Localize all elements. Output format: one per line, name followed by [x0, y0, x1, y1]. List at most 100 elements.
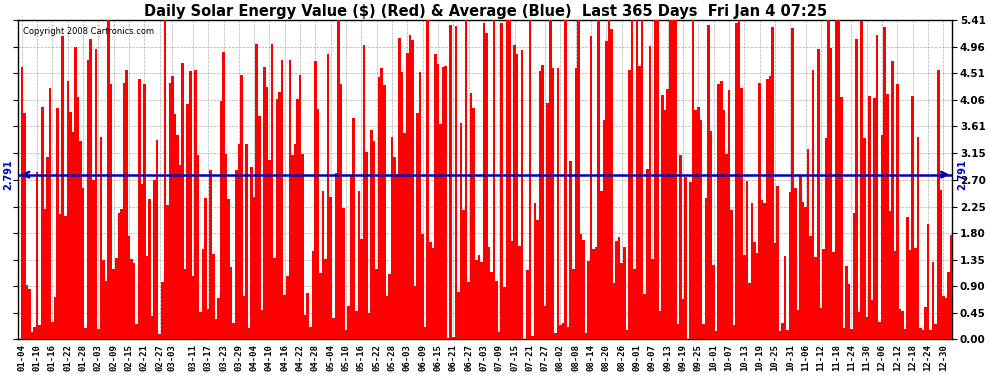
Bar — [907, 217, 909, 339]
Bar — [228, 199, 230, 339]
Bar — [391, 137, 393, 339]
Bar — [250, 166, 252, 339]
Bar — [904, 329, 907, 339]
Bar — [235, 170, 238, 339]
Bar — [595, 247, 598, 339]
Bar — [414, 286, 416, 339]
Bar — [485, 33, 488, 339]
Bar — [171, 76, 173, 339]
Bar — [648, 46, 651, 339]
Bar — [184, 269, 186, 339]
Bar — [69, 112, 71, 339]
Bar — [539, 71, 542, 339]
Bar — [546, 104, 549, 339]
Bar — [115, 258, 118, 339]
Bar — [641, 20, 644, 339]
Bar — [574, 68, 577, 339]
Bar — [168, 83, 171, 339]
Bar — [367, 313, 370, 339]
Bar — [610, 29, 613, 339]
Bar — [179, 165, 181, 339]
Bar — [406, 53, 409, 339]
Bar — [590, 36, 592, 339]
Bar — [784, 256, 786, 339]
Bar — [679, 154, 682, 339]
Bar — [44, 209, 47, 339]
Bar — [202, 249, 204, 339]
Bar — [723, 110, 725, 339]
Bar — [820, 308, 822, 339]
Bar — [220, 101, 222, 339]
Bar — [51, 322, 53, 339]
Bar — [445, 66, 446, 339]
Bar — [634, 269, 636, 339]
Bar — [345, 330, 347, 339]
Bar — [628, 70, 631, 339]
Bar — [949, 235, 952, 339]
Bar — [835, 20, 838, 339]
Bar — [186, 104, 189, 339]
Bar — [265, 87, 268, 339]
Bar — [804, 207, 807, 339]
Bar — [153, 180, 155, 339]
Bar — [750, 203, 753, 339]
Bar — [715, 331, 718, 339]
Bar — [330, 196, 332, 339]
Bar — [925, 307, 927, 339]
Bar — [817, 49, 820, 339]
Bar — [710, 131, 713, 339]
Bar — [166, 205, 168, 339]
Bar — [362, 45, 365, 339]
Bar — [542, 65, 544, 339]
Bar — [230, 267, 233, 339]
Bar — [684, 177, 687, 339]
Bar — [210, 170, 212, 339]
Bar — [786, 330, 789, 339]
Bar — [700, 120, 702, 339]
Bar — [847, 284, 850, 339]
Bar — [564, 20, 567, 339]
Bar — [621, 262, 623, 339]
Bar — [855, 39, 858, 339]
Bar — [554, 333, 556, 339]
Bar — [429, 242, 432, 339]
Bar — [21, 67, 23, 339]
Bar — [270, 44, 273, 339]
Bar — [79, 141, 82, 339]
Bar — [434, 54, 437, 339]
Bar — [260, 310, 263, 339]
Bar — [761, 200, 763, 339]
Bar — [39, 325, 41, 339]
Bar — [651, 259, 653, 339]
Bar — [600, 190, 603, 339]
Bar — [674, 20, 676, 339]
Bar — [682, 299, 684, 339]
Bar — [301, 154, 304, 339]
Bar — [886, 94, 888, 339]
Bar — [123, 83, 125, 339]
Bar — [340, 84, 343, 339]
Bar — [671, 20, 674, 339]
Bar — [338, 20, 340, 339]
Bar — [34, 327, 36, 339]
Bar — [327, 54, 330, 339]
Bar — [914, 248, 917, 339]
Bar — [771, 27, 773, 339]
Bar — [163, 20, 166, 339]
Bar — [881, 135, 883, 339]
Bar — [516, 54, 519, 339]
Bar — [102, 261, 105, 339]
Bar — [919, 328, 922, 339]
Bar — [49, 88, 51, 339]
Bar — [537, 220, 539, 339]
Bar — [357, 191, 360, 339]
Bar — [217, 298, 220, 339]
Bar — [194, 70, 197, 339]
Bar — [707, 26, 710, 339]
Bar — [577, 20, 579, 339]
Bar — [666, 88, 669, 339]
Bar — [192, 276, 194, 339]
Bar — [452, 336, 454, 339]
Bar — [870, 300, 873, 339]
Bar — [133, 262, 136, 339]
